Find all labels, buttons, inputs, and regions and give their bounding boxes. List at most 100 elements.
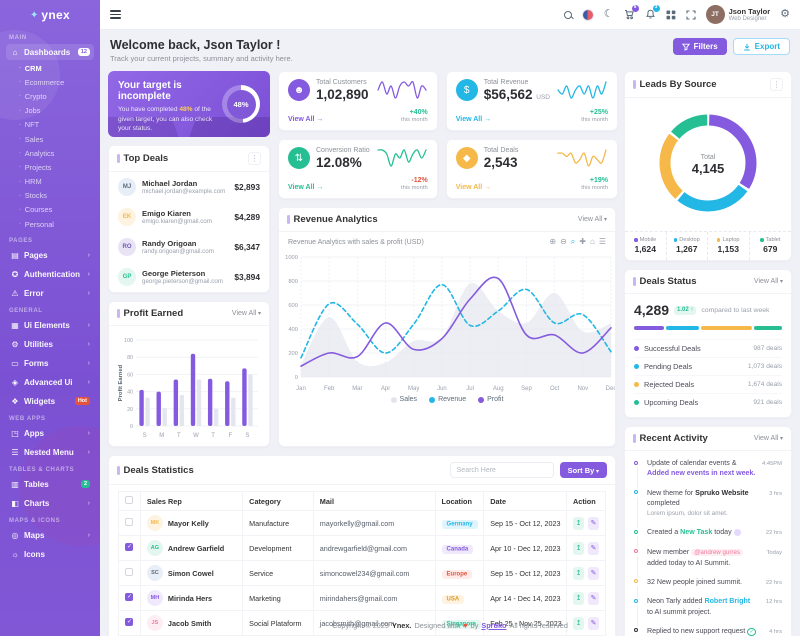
fullscreen-icon[interactable] [686, 9, 696, 20]
list-item[interactable]: RO Randy Origoan randy.origoan@gmail.com… [109, 232, 269, 262]
activity-text-part: Spruko Website [695, 488, 749, 497]
view-all-dropdown[interactable]: View All [754, 278, 783, 285]
sidebar-item[interactable]: ▦ Ui Elements › [6, 317, 94, 333]
export-row-button[interactable]: ↥ [573, 541, 584, 555]
sidebar-child-item[interactable]: Projects [19, 160, 94, 174]
user-menu[interactable]: JT Json Taylor Web Designer [705, 5, 770, 24]
edit-row-button[interactable]: ✎ [588, 566, 599, 580]
sidebar-item[interactable]: ✪ Authentication › [6, 266, 94, 282]
sidebar-item[interactable]: ☰ Nested Menu › [6, 444, 94, 460]
logo[interactable]: ✦ ynex [6, 0, 94, 28]
sidebar-item[interactable]: ▭ Forms › [6, 355, 94, 371]
sidebar-item[interactable]: ◎ Maps › [6, 527, 94, 543]
apps-grid-icon[interactable] [666, 10, 676, 20]
column-header[interactable]: Sales Rep [139, 491, 244, 511]
row-checkbox[interactable] [125, 518, 133, 526]
sidebar-child-item[interactable]: NFT [19, 118, 94, 132]
cart-icon[interactable]: 5 [624, 5, 639, 20]
sidebar-item[interactable]: ◈ Advanced Ui › [6, 374, 94, 390]
zoom-in-icon[interactable]: ⊕ [549, 237, 557, 246]
column-header[interactable]: Category [242, 491, 314, 511]
sidebar-item[interactable]: ☼ Icons [6, 546, 94, 562]
svg-text:Jul: Jul [466, 386, 474, 392]
search-icon[interactable] [563, 10, 572, 19]
change-period: this month [400, 117, 428, 123]
row-checkbox[interactable] [125, 543, 133, 551]
sidebar-child-item[interactable]: Sales [19, 132, 94, 146]
sidebar-item[interactable]: ⚠ Error › [6, 285, 94, 301]
status-count: 1,674 deals [747, 381, 782, 388]
export-row-button[interactable]: ↥ [573, 591, 584, 605]
edit-row-button[interactable]: ✎ [588, 516, 599, 530]
column-header[interactable]: Date [483, 491, 567, 511]
view-all-link[interactable]: View All → [288, 116, 324, 123]
activity-text-part[interactable]: Added new events in next week. [647, 469, 756, 478]
settings-gear-icon[interactable]: ⚙ [780, 8, 790, 20]
dark-mode-moon-icon[interactable]: ☾ [603, 8, 614, 20]
hamburger-icon[interactable] [110, 10, 121, 19]
sidebar-item[interactable]: ▤ Pages › [6, 247, 94, 263]
export-row-button[interactable]: ↥ [573, 516, 584, 530]
sidebar-item[interactable]: ▥ Tables 2 [6, 476, 94, 492]
language-flag-icon[interactable] [581, 8, 594, 21]
sidebar-child-item[interactable]: Personal [19, 217, 94, 231]
date-cell: Feb 25 - Nov 25, 2023 [483, 610, 567, 636]
sidebar-child-item[interactable]: Ecommerce [19, 75, 94, 89]
export-button[interactable]: Export [732, 38, 790, 55]
sidebar-item-wrap: ▥ Tables 2 [6, 476, 94, 492]
sidebar-child-item[interactable]: Analytics [19, 146, 94, 160]
search-input[interactable] [449, 462, 554, 478]
export-row-button[interactable]: ↥ [573, 616, 584, 630]
view-all-link[interactable]: View All → [455, 116, 492, 123]
sidebar-item[interactable]: ◳ Apps › [6, 425, 94, 441]
list-item[interactable]: EK Emigo Kiaren emigo.kiaren@gmail.com $… [109, 202, 269, 232]
activity-item: 4:45PM Update of calendar events & Added… [634, 458, 782, 489]
menu-icon[interactable]: ☰ [598, 237, 606, 246]
sidebar-section-heading: GENERAL [9, 308, 43, 315]
export-row-button[interactable]: ↥ [573, 566, 584, 580]
sidebar-child-item[interactable]: Stocks [19, 189, 94, 203]
notifications-bell-icon[interactable]: 3 [645, 5, 660, 20]
view-all-dropdown[interactable]: View All [754, 435, 783, 442]
zoom-out-icon[interactable]: ⊖ [560, 237, 567, 246]
edit-row-button[interactable]: ✎ [588, 616, 599, 630]
spruko-link[interactable]: Spruko [481, 621, 507, 630]
list-item[interactable]: GP George Pieterson george.pieterson@gma… [109, 262, 269, 292]
row-checkbox[interactable] [125, 618, 133, 626]
kebab-menu-icon[interactable]: ⋮ [248, 152, 261, 165]
select-all-checkbox[interactable] [125, 496, 133, 504]
column-header[interactable]: Action [566, 491, 606, 511]
pan-icon[interactable]: ✚ [579, 237, 586, 246]
view-all-link[interactable]: View All → [455, 184, 492, 191]
edit-row-button[interactable]: ✎ [588, 541, 599, 555]
sidebar-child-item[interactable]: HRM [19, 175, 94, 189]
avatar: MK [146, 515, 163, 531]
sidebar-item[interactable]: ⚙ Utilities › [6, 336, 94, 352]
list-item[interactable]: MJ Michael Jordan michael.jordan@example… [109, 172, 269, 202]
kebab-menu-icon[interactable]: ⋮ [770, 78, 783, 91]
sort-by-button[interactable]: Sort By [559, 462, 607, 478]
chevron-right-icon: › [87, 499, 90, 507]
activity-text-part[interactable]: Robert Bright [704, 597, 751, 606]
svg-text:80: 80 [127, 355, 133, 361]
sidebar-item-label: Pages [24, 250, 48, 260]
sidebar-child-item[interactable]: Courses [19, 203, 94, 217]
column-header[interactable]: Location [434, 491, 485, 511]
row-checkbox[interactable] [125, 593, 133, 601]
sidebar-child-item[interactable]: Crypto [19, 89, 94, 103]
filters-button[interactable]: Filters [672, 38, 727, 55]
view-all-dropdown[interactable]: View All [578, 216, 607, 223]
row-checkbox[interactable] [125, 568, 133, 576]
edit-row-button[interactable]: ✎ [588, 591, 599, 605]
view-all-dropdown[interactable]: View All [232, 310, 261, 317]
view-all-link[interactable]: View All → [288, 184, 324, 191]
reset-home-icon[interactable]: ⌂ [589, 237, 595, 246]
selection-zoom-icon[interactable]: ⌕ [570, 237, 576, 246]
activity-text-part[interactable]: New Task [680, 528, 713, 537]
sidebar-item[interactable]: ⌂ Dashboards 12 [6, 44, 94, 60]
sidebar-child-item[interactable]: Jobs [19, 104, 94, 118]
sidebar-item[interactable]: ◧ Charts › [6, 495, 94, 511]
column-header[interactable]: Mail [312, 491, 436, 511]
sidebar-item[interactable]: ❖ Widgets Hot [6, 393, 94, 409]
sidebar-child-item[interactable]: CRM [19, 61, 94, 75]
